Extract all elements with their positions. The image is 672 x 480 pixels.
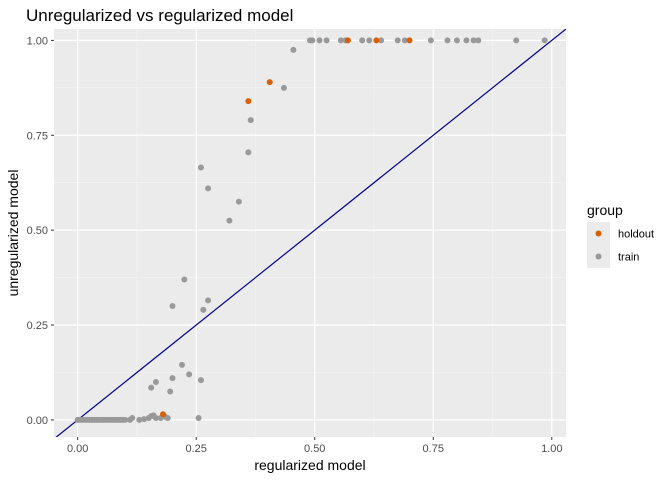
point-train bbox=[475, 37, 482, 44]
point-train bbox=[280, 84, 287, 91]
x-tick-label: 0.50 bbox=[304, 443, 325, 455]
point-train bbox=[200, 306, 207, 313]
point-train bbox=[167, 388, 174, 395]
y-tick-label: 1.00 bbox=[27, 35, 48, 47]
point-train bbox=[470, 37, 477, 44]
x-tick-label: 0.75 bbox=[423, 443, 444, 455]
point-train bbox=[141, 416, 148, 423]
y-tick-label: 0.50 bbox=[27, 225, 48, 237]
x-tick-label: 0.25 bbox=[186, 443, 207, 455]
legend-title: group bbox=[587, 202, 623, 218]
point-train bbox=[290, 46, 297, 53]
reference-line bbox=[55, 29, 566, 437]
points-layer bbox=[74, 37, 548, 423]
point-train bbox=[394, 37, 401, 44]
point-holdout bbox=[160, 411, 167, 418]
y-axis-title: unregularized model bbox=[5, 170, 21, 297]
point-train bbox=[195, 415, 202, 422]
x-axis-ticks: 0.00 0.25 0.50 0.75 1.00 bbox=[67, 437, 562, 455]
point-train bbox=[453, 37, 460, 44]
chart-title: Unregularized vs regularized model bbox=[26, 6, 293, 25]
y-tick-label: 0.75 bbox=[27, 130, 48, 142]
legend-marker-train bbox=[595, 253, 602, 260]
point-train bbox=[366, 37, 373, 44]
point-train bbox=[122, 416, 129, 423]
point-train bbox=[401, 37, 408, 44]
point-holdout bbox=[266, 79, 273, 86]
point-train bbox=[181, 276, 188, 283]
point-holdout bbox=[406, 37, 413, 44]
y-axis-ticks: 0.00 0.25 0.50 0.75 1.00 bbox=[27, 35, 54, 427]
point-train bbox=[247, 117, 254, 124]
point-holdout bbox=[373, 37, 380, 44]
point-train bbox=[226, 217, 233, 224]
point-train bbox=[205, 297, 212, 304]
grid-minor bbox=[54, 29, 566, 437]
point-train bbox=[427, 37, 434, 44]
point-train bbox=[169, 375, 176, 382]
point-train bbox=[197, 164, 204, 171]
point-train bbox=[164, 415, 171, 422]
y-tick-label: 0.25 bbox=[27, 320, 48, 332]
legend-items: holdout train bbox=[587, 222, 654, 268]
legend: group holdout train bbox=[587, 202, 654, 268]
reference-line-layer bbox=[55, 29, 566, 437]
point-train bbox=[129, 415, 136, 422]
point-train bbox=[463, 37, 470, 44]
point-train bbox=[169, 303, 176, 310]
y-tick-label: 0.00 bbox=[27, 415, 48, 427]
grid-major bbox=[54, 29, 566, 437]
x-tick-label: 1.00 bbox=[541, 443, 562, 455]
point-train bbox=[245, 149, 252, 156]
point-train bbox=[179, 361, 185, 368]
point-train bbox=[152, 415, 159, 422]
point-train bbox=[359, 37, 366, 44]
legend-label-train: train bbox=[618, 252, 639, 264]
point-train bbox=[186, 371, 193, 378]
point-train bbox=[152, 378, 159, 385]
point-holdout bbox=[245, 98, 252, 105]
point-train bbox=[205, 185, 212, 192]
point-train bbox=[309, 37, 316, 44]
point-train bbox=[148, 384, 155, 391]
x-tick-label: 0.00 bbox=[67, 443, 88, 455]
point-train bbox=[235, 198, 242, 205]
point-train bbox=[136, 416, 143, 423]
x-axis-title: regularized model bbox=[254, 457, 365, 473]
point-train bbox=[197, 377, 204, 384]
legend-label-holdout: holdout bbox=[618, 229, 654, 241]
point-train bbox=[316, 37, 323, 44]
point-train bbox=[323, 37, 330, 44]
point-holdout bbox=[344, 37, 351, 44]
point-train bbox=[378, 37, 385, 44]
point-train bbox=[337, 37, 344, 44]
point-train bbox=[513, 37, 520, 44]
point-train bbox=[444, 37, 451, 44]
legend-marker-holdout bbox=[595, 230, 602, 237]
point-train bbox=[541, 37, 548, 44]
